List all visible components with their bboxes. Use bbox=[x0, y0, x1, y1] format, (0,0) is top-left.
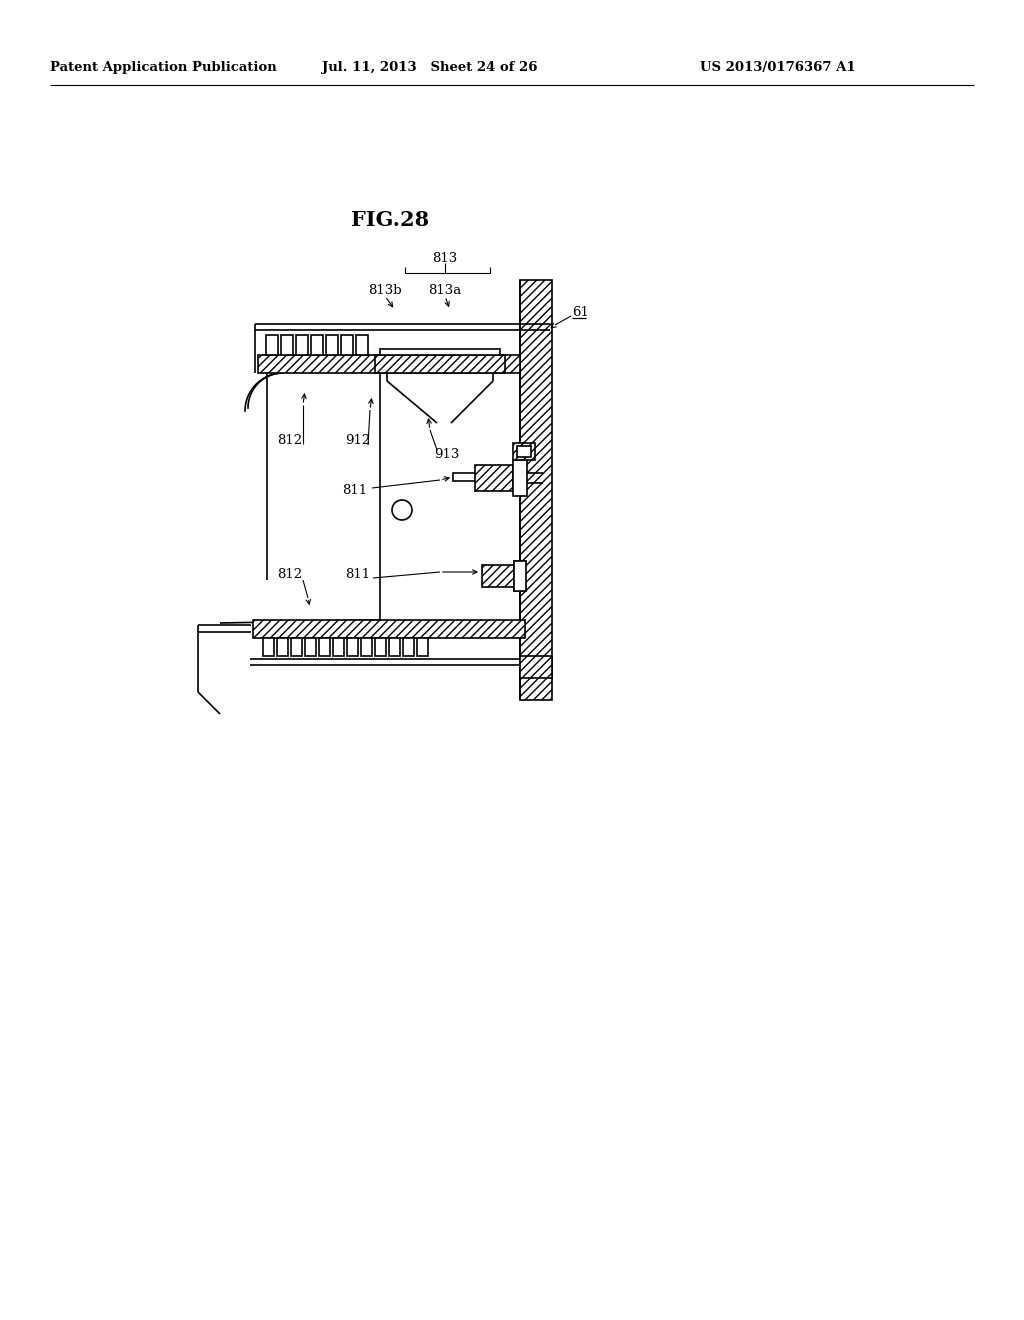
Bar bbox=[278, 638, 288, 656]
Bar bbox=[356, 335, 368, 355]
Bar bbox=[326, 335, 338, 355]
Text: Jul. 11, 2013   Sheet 24 of 26: Jul. 11, 2013 Sheet 24 of 26 bbox=[323, 62, 538, 74]
Bar bbox=[263, 638, 274, 656]
Text: 811: 811 bbox=[342, 483, 368, 496]
Bar bbox=[520, 656, 552, 678]
Bar bbox=[514, 586, 526, 591]
Bar bbox=[513, 459, 527, 496]
Bar bbox=[258, 355, 520, 374]
Bar bbox=[517, 446, 531, 457]
Text: 813a: 813a bbox=[428, 284, 462, 297]
Bar bbox=[319, 638, 330, 656]
Bar bbox=[333, 638, 344, 656]
Bar bbox=[514, 561, 526, 591]
Text: 61: 61 bbox=[572, 306, 589, 319]
Bar bbox=[341, 335, 353, 355]
Bar bbox=[453, 473, 478, 480]
Bar bbox=[514, 561, 526, 566]
Text: FIG.28: FIG.28 bbox=[351, 210, 429, 230]
Bar bbox=[475, 465, 513, 491]
Bar bbox=[253, 620, 525, 638]
Text: US 2013/0176367 A1: US 2013/0176367 A1 bbox=[700, 62, 856, 74]
Text: Patent Application Publication: Patent Application Publication bbox=[50, 62, 276, 74]
Text: 913: 913 bbox=[434, 449, 460, 462]
Bar bbox=[291, 638, 302, 656]
Bar bbox=[375, 355, 505, 374]
Text: 912: 912 bbox=[345, 433, 371, 446]
Text: 813b: 813b bbox=[369, 284, 401, 297]
Bar bbox=[281, 335, 293, 355]
Bar bbox=[305, 638, 316, 656]
Bar bbox=[311, 335, 323, 355]
Bar bbox=[389, 638, 400, 656]
Bar bbox=[375, 638, 386, 656]
Bar bbox=[347, 638, 358, 656]
Text: 811: 811 bbox=[345, 569, 371, 582]
Bar bbox=[417, 638, 428, 656]
Bar bbox=[513, 444, 535, 459]
Bar bbox=[520, 280, 552, 700]
Bar bbox=[361, 638, 372, 656]
Bar bbox=[380, 348, 500, 355]
Text: 813: 813 bbox=[432, 252, 458, 264]
Bar bbox=[482, 565, 514, 587]
Bar bbox=[266, 335, 278, 355]
Text: 812: 812 bbox=[278, 433, 302, 446]
Bar bbox=[403, 638, 414, 656]
Text: 812: 812 bbox=[278, 569, 302, 582]
Bar bbox=[296, 335, 308, 355]
